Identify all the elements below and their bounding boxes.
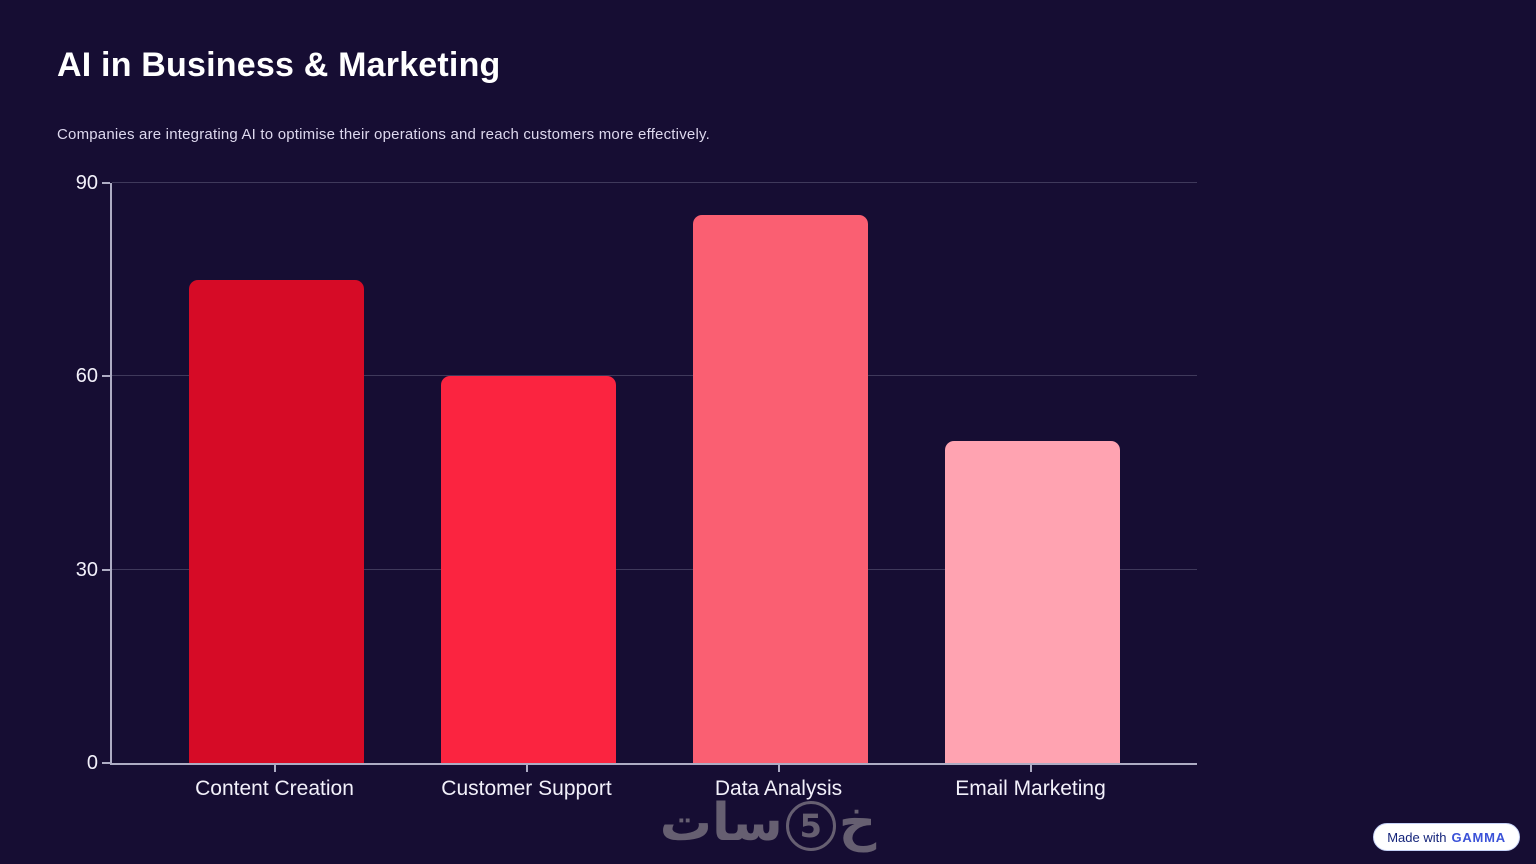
- x-axis-labels: Content Creation Customer Support Data Ana…: [110, 765, 1195, 801]
- gridline-30: [112, 568, 1197, 570]
- x-axis-tick-customer-support: [525, 765, 528, 772]
- watermark-five-logo: 5: [785, 801, 836, 851]
- page-subtitle: Companies are integrating AI to optimise…: [57, 126, 710, 143]
- gamma-logo: gamma: [1451, 829, 1506, 845]
- bar-customer-support: [441, 376, 616, 763]
- x-axis-tick-email-marketing: [1029, 765, 1032, 772]
- y-axis-tick-30: [102, 568, 110, 571]
- bar-chart-plot-area: 0 30 60 90: [76, 172, 1197, 774]
- watermark-prefix: خ: [838, 793, 877, 853]
- x-slot-data-analysis: Data Analysis: [691, 765, 866, 801]
- category-label-email-marketing: Email Marketing: [955, 777, 1106, 800]
- bar-email-marketing: [945, 440, 1120, 763]
- y-axis-label-0: 0: [86, 752, 98, 774]
- x-axis-tick-data-analysis: [777, 765, 780, 772]
- bar-data-analysis: [693, 215, 868, 763]
- category-label-data-analysis: Data Analysis: [714, 777, 843, 800]
- watermark-suffix: سات: [659, 793, 783, 853]
- gridline-90: [112, 182, 1197, 183]
- bar-series: [112, 183, 1197, 763]
- y-axis-tick-0: [102, 762, 110, 764]
- made-with-label: Made with: [1387, 829, 1447, 845]
- gridline-60: [112, 375, 1197, 377]
- x-slot-content-creation: Content Creation: [187, 765, 362, 801]
- y-axis-tick-90: [102, 182, 110, 184]
- bar-content-creation: [189, 279, 364, 763]
- category-label-customer-support: Customer Support: [441, 777, 612, 800]
- x-slot-customer-support: Customer Support: [439, 765, 614, 801]
- khamsat-watermark: خ5سات: [0, 793, 1536, 853]
- category-label-content-creation: Content Creation: [195, 777, 354, 800]
- y-axis-label-30: 30: [75, 558, 98, 581]
- y-axis-label-90: 90: [75, 172, 98, 194]
- made-with-gamma-badge[interactable]: Made with gamma: [1373, 823, 1520, 851]
- page-title: AI in Business & Marketing: [57, 46, 501, 84]
- y-axis-label-60: 60: [75, 365, 98, 388]
- x-slot-email-marketing: Email Marketing: [943, 765, 1118, 801]
- x-axis-tick-content-creation: [273, 765, 276, 772]
- y-axis-tick-60: [102, 375, 110, 378]
